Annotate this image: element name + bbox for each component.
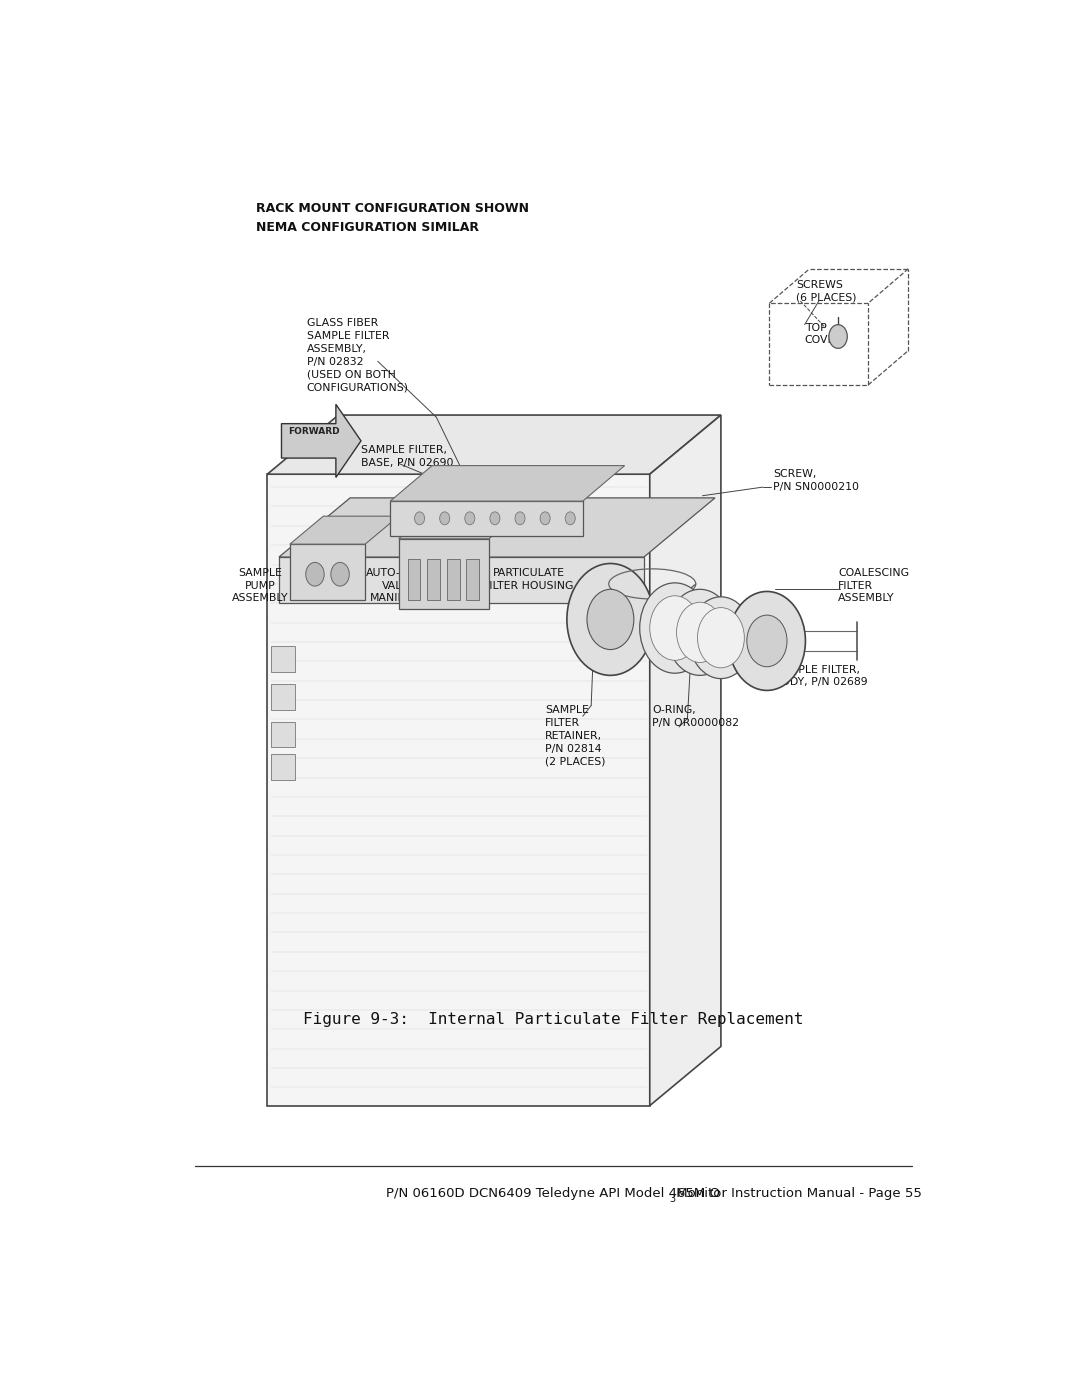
Polygon shape (267, 474, 650, 1105)
Polygon shape (390, 465, 624, 502)
Circle shape (464, 511, 475, 525)
Polygon shape (282, 404, 361, 478)
Circle shape (588, 590, 634, 650)
Text: TOP
COVER: TOP COVER (805, 323, 842, 345)
Circle shape (565, 511, 576, 525)
Circle shape (306, 563, 324, 587)
Text: SCREWS
(6 PLACES): SCREWS (6 PLACES) (796, 279, 856, 302)
Bar (467, 559, 480, 601)
Text: NEMA CONFIGURATION SIMILAR: NEMA CONFIGURATION SIMILAR (256, 222, 480, 235)
Text: COALESCING
FILTER
ASSEMBLY: COALESCING FILTER ASSEMBLY (838, 567, 909, 604)
Circle shape (639, 583, 710, 673)
Circle shape (666, 590, 733, 675)
Text: Monitor Instruction Manual - Page 55: Monitor Instruction Manual - Page 55 (673, 1187, 922, 1200)
Text: AUTO-ZERO
VALVE
MANIFOLD: AUTO-ZERO VALVE MANIFOLD (366, 567, 431, 604)
Circle shape (415, 511, 424, 525)
Text: SAMPLE FILTER,
BODY, P/N 02689: SAMPLE FILTER, BODY, P/N 02689 (773, 665, 867, 687)
Bar (390, 502, 583, 535)
Polygon shape (267, 415, 721, 474)
Text: O-RING,
P/N OR0000082: O-RING, P/N OR0000082 (652, 705, 740, 728)
Text: PARTICULATE
FILTER HOUSING: PARTICULATE FILTER HOUSING (483, 567, 573, 591)
Text: RACK MOUNT CONFIGURATION SHOWN: RACK MOUNT CONFIGURATION SHOWN (256, 203, 529, 215)
Circle shape (440, 511, 449, 525)
Circle shape (689, 597, 753, 679)
Bar (399, 539, 489, 609)
Polygon shape (650, 415, 721, 1105)
Circle shape (515, 511, 525, 525)
Circle shape (330, 563, 349, 587)
Circle shape (490, 511, 500, 525)
Text: FORWARD: FORWARD (288, 426, 340, 436)
Text: P/N 06160D DCN6409 Teledyne API Model 465M O: P/N 06160D DCN6409 Teledyne API Model 46… (387, 1187, 720, 1200)
Polygon shape (289, 515, 399, 545)
Bar (271, 647, 295, 672)
Circle shape (747, 615, 787, 666)
Circle shape (698, 608, 744, 668)
Polygon shape (279, 557, 644, 604)
Bar (427, 559, 440, 601)
Circle shape (540, 511, 550, 525)
Bar (271, 754, 295, 780)
Text: SAMPLE
PUMP
ASSEMBLY: SAMPLE PUMP ASSEMBLY (232, 567, 288, 604)
Text: SAMPLE FILTER,
BASE, P/N 02690: SAMPLE FILTER, BASE, P/N 02690 (361, 446, 454, 468)
Text: SAMPLE
FILTER
RETAINER,
P/N 02814
(2 PLACES): SAMPLE FILTER RETAINER, P/N 02814 (2 PLA… (545, 705, 606, 767)
Bar (271, 685, 295, 710)
Text: Figure 9-3:  Internal Particulate Filter Replacement: Figure 9-3: Internal Particulate Filter … (303, 1011, 804, 1027)
Bar (271, 722, 295, 747)
Text: SCREW,
P/N SN0000210: SCREW, P/N SN0000210 (773, 469, 859, 492)
Bar (447, 559, 460, 601)
Circle shape (567, 563, 653, 675)
Text: 3: 3 (670, 1194, 676, 1204)
Polygon shape (279, 497, 715, 557)
Bar (289, 545, 365, 601)
Bar (408, 559, 420, 601)
Circle shape (676, 602, 724, 662)
Circle shape (828, 324, 848, 348)
Circle shape (650, 595, 700, 661)
Text: GLASS FIBER
SAMPLE FILTER
ASSEMBLY,
P/N 02832
(USED ON BOTH
CONFIGURATIONS): GLASS FIBER SAMPLE FILTER ASSEMBLY, P/N … (307, 319, 408, 393)
Polygon shape (399, 511, 523, 539)
Circle shape (728, 591, 806, 690)
